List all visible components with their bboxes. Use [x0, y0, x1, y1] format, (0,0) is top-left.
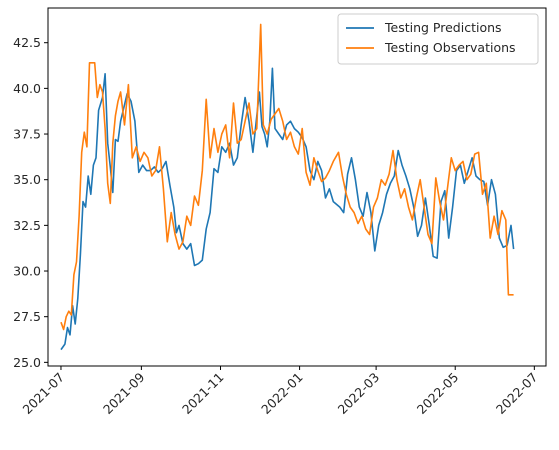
legend: Testing Predictions Testing Observations: [337, 13, 539, 65]
series-line-testing-observations: [60, 23, 514, 331]
plot-frame: [47, 7, 547, 367]
x-tick-label: 2022-07: [493, 370, 541, 418]
x-tick-label: 2022-01: [258, 370, 306, 418]
y-tick-label: 37.5: [13, 127, 41, 142]
plot-area: [47, 7, 547, 367]
x-tick-label: 2022-03: [335, 370, 383, 418]
y-tick-label: 40.0: [13, 81, 41, 96]
x-tick-label: 2021-09: [100, 369, 148, 417]
y-tick-label: 42.5: [13, 35, 41, 50]
legend-label-predictions: Testing Predictions: [384, 20, 502, 35]
y-tick-label: 30.0: [13, 264, 41, 279]
x-tick-label: 2022-05: [414, 370, 462, 418]
x-tick-label: 2021-07: [20, 370, 68, 418]
y-tick-label: 32.5: [13, 218, 41, 233]
y-tick-label: 27.5: [13, 309, 41, 324]
x-tick-label: 2021-11: [179, 370, 227, 418]
series-line-testing-predictions: [60, 67, 515, 351]
legend-box: [337, 13, 539, 65]
y-tick-label: 35.0: [13, 172, 41, 187]
series-layer: [60, 23, 515, 351]
x-axis: 2021-07 2021-09 2021-11 2022-01 2022-03 2022-…: [20, 366, 541, 418]
y-tick-label: 25.0: [13, 355, 41, 370]
y-axis: 25.0 27.5 30.0 32.5 35.0 37.5 40.0 42.5: [13, 35, 48, 370]
legend-label-observations: Testing Observations: [384, 40, 516, 55]
